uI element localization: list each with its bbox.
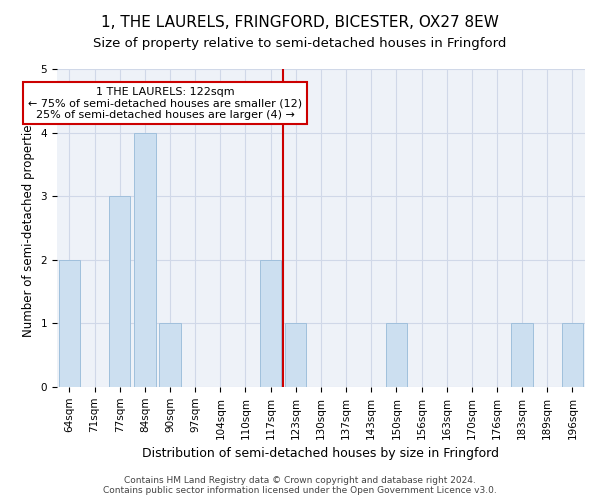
Bar [285,324,307,387]
Bar [109,196,130,387]
X-axis label: Distribution of semi-detached houses by size in Fringford: Distribution of semi-detached houses by … [142,447,499,460]
Text: Size of property relative to semi-detached houses in Fringford: Size of property relative to semi-detach… [94,38,506,51]
Bar [562,324,583,387]
Bar [386,324,407,387]
Text: 1 THE LAURELS: 122sqm
← 75% of semi-detached houses are smaller (12)
25% of semi: 1 THE LAURELS: 122sqm ← 75% of semi-deta… [28,87,302,120]
Bar [160,324,181,387]
Text: 1, THE LAURELS, FRINGFORD, BICESTER, OX27 8EW: 1, THE LAURELS, FRINGFORD, BICESTER, OX2… [101,15,499,30]
Bar [511,324,533,387]
Y-axis label: Number of semi-detached properties: Number of semi-detached properties [22,118,35,337]
Text: Contains HM Land Registry data © Crown copyright and database right 2024.
Contai: Contains HM Land Registry data © Crown c… [103,476,497,495]
Bar [260,260,281,387]
Bar [134,132,155,387]
Bar [59,260,80,387]
